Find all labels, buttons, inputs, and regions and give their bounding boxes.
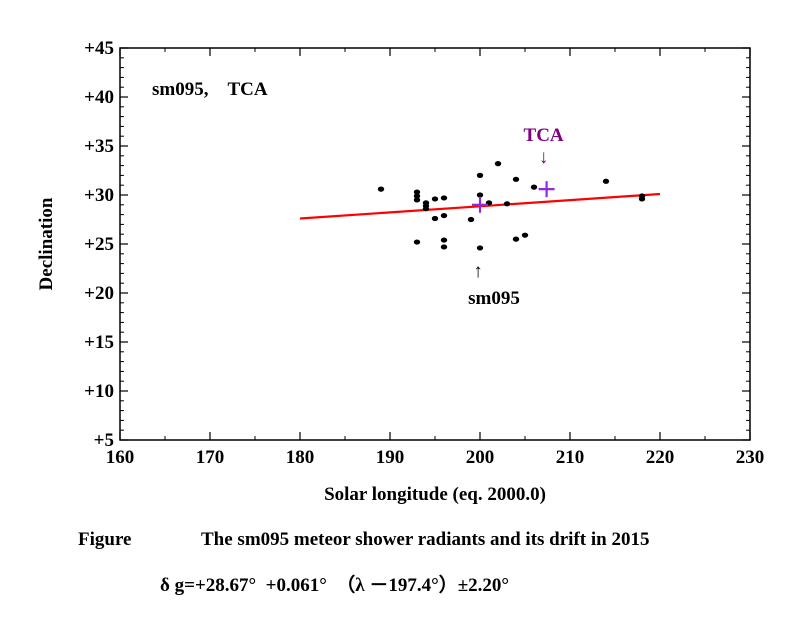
annotation-sm095-label: sm095 [468,288,520,309]
label-box-text: sm095, TCA [152,79,268,100]
x-axis-title: Solar longitude (eq. 2000.0) [324,484,546,505]
data-point [431,196,439,202]
caption-title: The sm095 meteor shower radiants and its… [201,529,650,550]
y-tick-label: +15 [84,332,114,353]
y-tick-label: +35 [84,136,114,157]
data-point [476,192,484,198]
annotations: TCA↓ ↑ sm095 [468,125,564,309]
data-point [413,189,421,195]
annotation-tca-arrow: ↓ [539,147,549,168]
tick-labels: 160 170 180 190 200 210 220 230 +5 +10 +15 +20 +25 +3… [84,38,764,468]
data-point [413,239,421,245]
x-tick-label: 160 [106,447,135,468]
x-tick-label: 180 [286,447,315,468]
y-axis-title: Declination [36,197,57,290]
data-point [638,196,646,202]
data-point [440,237,448,243]
annotation-sm095-arrow: ↑ [473,261,483,282]
caption-formula: δ g=+28.67° +0.061° （λ －197.4°）±2.20° [160,575,509,596]
marker-sm095-plus [472,196,488,213]
data-points [377,161,646,251]
plot-frame [119,47,751,441]
y-tick-label: +5 [94,430,114,451]
marker-tca-plus [538,181,555,198]
data-point [440,212,448,219]
y-tick-label: +30 [84,185,114,206]
data-point [440,195,448,201]
y-tick-label: +25 [84,234,114,255]
y-tick-label: +40 [84,87,114,108]
data-point [476,245,484,251]
data-point [602,178,610,184]
data-point [422,206,430,212]
data-point [512,236,520,242]
data-point [503,201,511,207]
x-tick-label: 170 [196,447,225,468]
data-point [413,197,421,203]
data-point [494,161,502,167]
ticks [119,47,751,441]
x-tick-label: 210 [556,447,585,468]
data-point [377,186,385,192]
y-tick-label: +10 [84,381,114,402]
data-point [530,184,538,190]
data-point [440,244,448,250]
data-point [512,176,520,182]
data-point [521,232,529,238]
y-tick-label: +45 [84,38,114,59]
annotation-tca-label: TCA [524,125,564,146]
data-point [476,172,484,178]
x-tick-label: 220 [646,447,675,468]
data-point [467,216,475,223]
x-tick-label: 190 [376,447,405,468]
x-tick-label: 230 [736,447,765,468]
y-tick-label: +20 [84,283,114,304]
x-tick-label: 200 [466,447,495,468]
caption-title-prefix: Figure [78,529,132,550]
data-point [431,215,439,222]
markers [472,181,555,213]
data-point [413,193,421,199]
